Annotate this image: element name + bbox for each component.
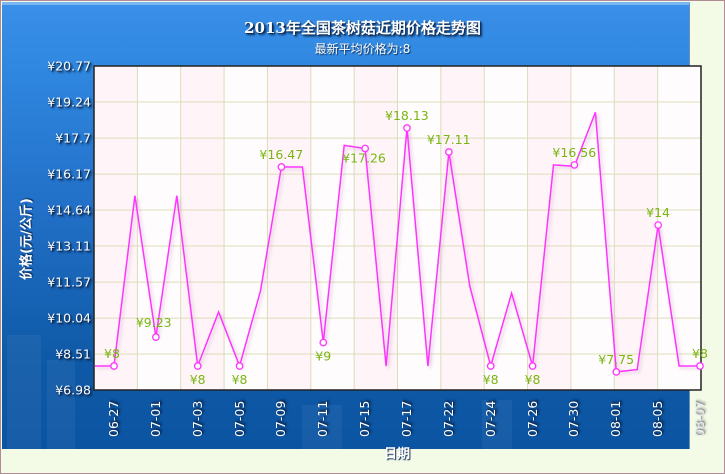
data-point-marker[interactable] [528, 362, 537, 370]
chart-title: 2013年全国茶树菇近期价格走势图 [244, 19, 481, 37]
data-point-marker[interactable] [277, 163, 286, 171]
plot-background [94, 66, 701, 390]
y-tick-label: ¥17.7 [55, 130, 91, 146]
data-point-marker[interactable] [486, 362, 495, 370]
y-tick-label: ¥14.64 [47, 202, 91, 218]
y-tick-label: ¥8.51 [55, 346, 91, 362]
data-point-marker[interactable] [235, 362, 244, 370]
data-point-label: ¥16.56 [552, 145, 596, 160]
decorative-building [7, 335, 41, 449]
y-tick-label: ¥10.04 [47, 310, 91, 326]
data-point-label: ¥8 [232, 372, 248, 387]
decorative-building [482, 400, 512, 449]
data-point-marker[interactable] [612, 368, 621, 376]
data-point-label: ¥8 [525, 372, 541, 387]
data-markers [110, 124, 704, 376]
data-point-label: ¥8 [190, 372, 206, 387]
data-point-label: ¥14 [646, 205, 670, 220]
chart-subtitle: 最新平均价格为:8 [314, 42, 411, 56]
y-tick-label: ¥20.77 [47, 58, 91, 74]
data-point-marker[interactable] [445, 148, 453, 156]
x-axis-label: 日期 [384, 447, 411, 462]
data-point-label: ¥8 [483, 372, 499, 387]
data-point-label: ¥17.11 [427, 132, 471, 147]
y-tick-label: ¥6.98 [55, 382, 91, 398]
data-point-marker[interactable] [696, 362, 704, 370]
price-line [95, 112, 700, 373]
y-tick-label: ¥11.57 [47, 274, 91, 290]
data-point-marker[interactable] [193, 362, 202, 370]
data-point-label: ¥17.26 [342, 150, 386, 165]
data-point-label: ¥9.23 [136, 315, 172, 330]
data-point-label: ¥8 [692, 346, 708, 361]
data-point-marker[interactable] [570, 161, 579, 169]
data-point-marker[interactable] [319, 338, 328, 347]
plot-border [93, 65, 702, 391]
data-point-marker[interactable] [152, 333, 160, 341]
y-tick-label: ¥16.17 [47, 166, 91, 182]
data-labels: ¥8 ¥9.23 ¥8 ¥8 ¥16.47 ¥9 ¥17.26 ¥18.13 ¥17.11 ¥8 ¥… [104, 108, 708, 387]
data-point-label: ¥7.75 [598, 352, 634, 367]
data-point-label: ¥16.47 [259, 147, 303, 162]
decorative-building [302, 405, 342, 449]
data-point-label: ¥18.13 [385, 108, 429, 123]
y-tick-label: ¥19.24 [47, 94, 91, 110]
data-point-marker[interactable] [403, 124, 411, 132]
data-point-label: ¥8 [104, 346, 120, 361]
decorative-building [47, 360, 75, 449]
data-point-marker[interactable] [361, 144, 369, 153]
y-tick-label: ¥13.11 [47, 238, 91, 254]
data-point-marker[interactable] [654, 221, 662, 229]
data-point-marker[interactable] [110, 362, 118, 370]
data-point-label: ¥9 [315, 349, 331, 364]
